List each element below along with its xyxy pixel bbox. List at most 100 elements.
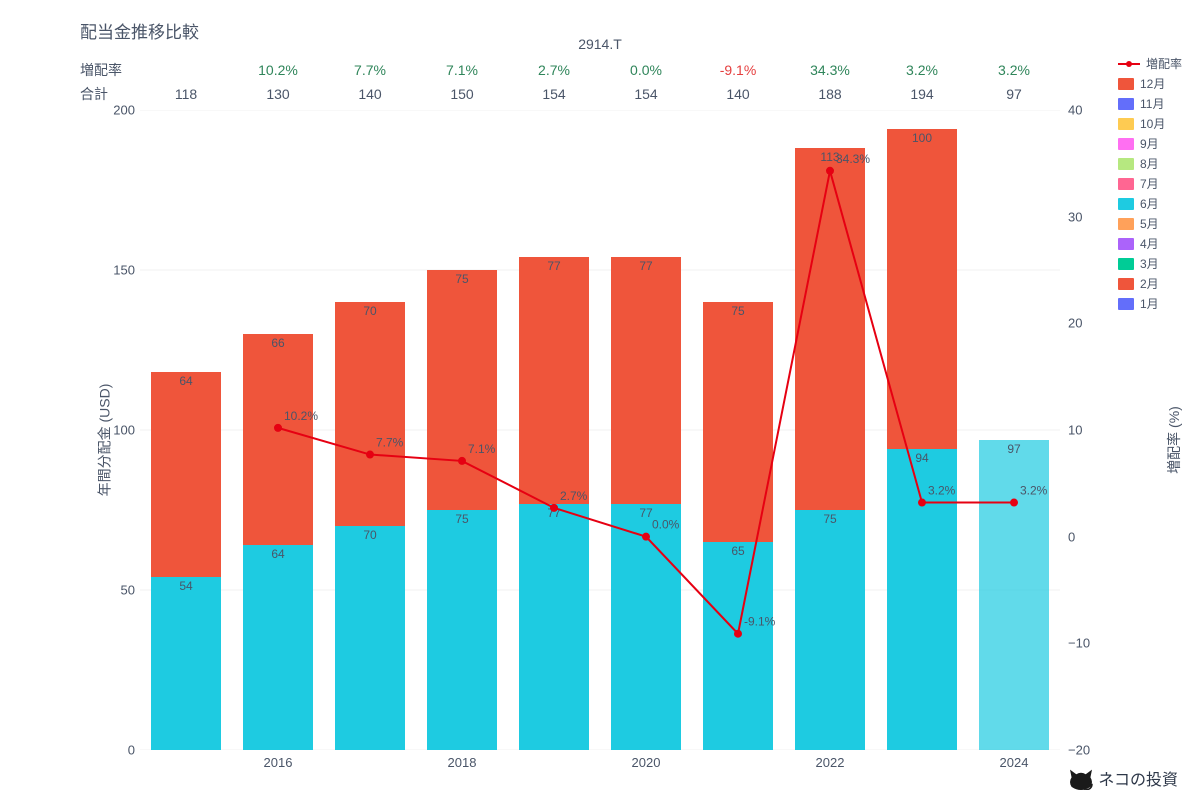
growth-line xyxy=(278,171,1014,634)
line-value-label: -9.1% xyxy=(744,615,776,629)
legend-item-month[interactable]: 3月 xyxy=(1118,255,1182,272)
total-cell: 140 xyxy=(692,86,784,102)
line-marker[interactable] xyxy=(274,424,282,432)
total-cell: 188 xyxy=(784,86,876,102)
ytick-right: 0 xyxy=(1068,529,1075,544)
ytick-left: 50 xyxy=(121,583,135,598)
growth-cell: -9.1% xyxy=(692,62,784,78)
legend-item-month[interactable]: 12月 xyxy=(1118,75,1182,92)
xtick: 2022 xyxy=(816,755,845,770)
growth-header-row: 増配率 10.2%7.7%7.1%2.7%0.0%-9.1%34.3%3.2%3… xyxy=(80,60,1060,80)
ytick-left: 150 xyxy=(113,263,135,278)
line-value-label: 34.3% xyxy=(836,152,870,166)
legend-label: 1月 xyxy=(1140,295,1159,312)
total-header-row: 合計 11813014015015415414018819497 xyxy=(80,84,1060,104)
legend-label: 増配率 xyxy=(1146,55,1182,72)
line-value-label: 3.2% xyxy=(1020,484,1048,498)
legend-item-month[interactable]: 6月 xyxy=(1118,195,1182,212)
legend-label: 6月 xyxy=(1140,195,1159,212)
growth-cell: 7.1% xyxy=(416,62,508,78)
ytick-left: 200 xyxy=(113,103,135,118)
legend-label: 12月 xyxy=(1140,75,1165,92)
growth-cell: 3.2% xyxy=(876,62,968,78)
legend-label: 9月 xyxy=(1140,135,1159,152)
line-marker[interactable] xyxy=(734,630,742,638)
chart-subtitle: 2914.T xyxy=(0,36,1200,52)
legend-label: 5月 xyxy=(1140,215,1159,232)
legend-item-month[interactable]: 4月 xyxy=(1118,235,1182,252)
y-axis-right: −20−10010203040 xyxy=(1068,110,1108,750)
legend-swatch xyxy=(1118,218,1134,230)
line-marker[interactable] xyxy=(550,504,558,512)
line-value-label: 3.2% xyxy=(928,484,956,498)
legend-swatch xyxy=(1118,138,1134,150)
legend-item-month[interactable]: 5月 xyxy=(1118,215,1182,232)
plot-area: 5464646670707575777777776575751139410097… xyxy=(140,110,1060,750)
legend-line-swatch xyxy=(1118,63,1140,65)
growth-cell: 0.0% xyxy=(600,62,692,78)
xtick: 2018 xyxy=(448,755,477,770)
total-cell: 154 xyxy=(600,86,692,102)
line-value-label: 0.0% xyxy=(652,518,680,532)
line-marker[interactable] xyxy=(642,533,650,541)
line-value-label: 2.7% xyxy=(560,489,588,503)
legend-swatch xyxy=(1118,118,1134,130)
legend-item-month[interactable]: 2月 xyxy=(1118,275,1182,292)
line-marker[interactable] xyxy=(458,457,466,465)
legend-item-month[interactable]: 10月 xyxy=(1118,115,1182,132)
growth-cell: 3.2% xyxy=(968,62,1060,78)
legend-swatch xyxy=(1118,278,1134,290)
ytick-right: 30 xyxy=(1068,209,1082,224)
line-marker[interactable] xyxy=(918,499,926,507)
growth-header-label: 増配率 xyxy=(80,60,140,80)
total-cell: 97 xyxy=(968,86,1060,102)
ytick-right: 20 xyxy=(1068,316,1082,331)
watermark-text: ネコの投資 xyxy=(1098,766,1178,790)
growth-cell xyxy=(140,62,232,78)
legend-label: 4月 xyxy=(1140,235,1159,252)
growth-cell: 34.3% xyxy=(784,62,876,78)
legend-label: 3月 xyxy=(1140,255,1159,272)
cat-icon xyxy=(1068,768,1094,790)
legend-label: 8月 xyxy=(1140,155,1159,172)
line-value-label: 7.7% xyxy=(376,436,404,450)
legend-swatch xyxy=(1118,98,1134,110)
legend-label: 2月 xyxy=(1140,275,1159,292)
legend-swatch xyxy=(1118,78,1134,90)
legend-item-month[interactable]: 11月 xyxy=(1118,95,1182,112)
total-cell: 130 xyxy=(232,86,324,102)
line-marker[interactable] xyxy=(366,451,374,459)
dividend-chart: 配当金推移比較 2914.T 増配率 10.2%7.7%7.1%2.7%0.0%… xyxy=(0,0,1200,800)
y-axis-right-label: 増配率 (%) xyxy=(1164,406,1184,474)
total-cell: 154 xyxy=(508,86,600,102)
legend: 増配率 12月 11月 10月 9月 8月 7月 6月 5月 4月 3月 2月 1月 xyxy=(1118,55,1182,315)
y-axis-left: 050100150200 xyxy=(95,110,135,750)
line-marker[interactable] xyxy=(1010,499,1018,507)
xtick: 2020 xyxy=(632,755,661,770)
legend-swatch xyxy=(1118,298,1134,310)
ytick-right: 10 xyxy=(1068,423,1082,438)
legend-swatch xyxy=(1118,198,1134,210)
total-cell: 150 xyxy=(416,86,508,102)
legend-swatch xyxy=(1118,158,1134,170)
x-axis: 20162018202020222024 xyxy=(140,755,1060,775)
legend-item-month[interactable]: 7月 xyxy=(1118,175,1182,192)
line-layer: 10.2%7.7%7.1%2.7%0.0%-9.1%34.3%3.2%3.2% xyxy=(140,110,1060,750)
xtick: 2016 xyxy=(264,755,293,770)
legend-item-month[interactable]: 1月 xyxy=(1118,295,1182,312)
legend-label: 7月 xyxy=(1140,175,1159,192)
total-cell: 140 xyxy=(324,86,416,102)
legend-item-month[interactable]: 8月 xyxy=(1118,155,1182,172)
total-header-label: 合計 xyxy=(80,84,140,104)
legend-item-line[interactable]: 増配率 xyxy=(1118,55,1182,72)
growth-cell: 10.2% xyxy=(232,62,324,78)
legend-swatch xyxy=(1118,258,1134,270)
ytick-right: −10 xyxy=(1068,636,1090,651)
line-marker[interactable] xyxy=(826,167,834,175)
watermark: ネコの投資 xyxy=(1068,766,1178,790)
ytick-left: 100 xyxy=(113,423,135,438)
total-cell: 118 xyxy=(140,86,232,102)
ytick-right: 40 xyxy=(1068,103,1082,118)
legend-swatch xyxy=(1118,178,1134,190)
legend-item-month[interactable]: 9月 xyxy=(1118,135,1182,152)
